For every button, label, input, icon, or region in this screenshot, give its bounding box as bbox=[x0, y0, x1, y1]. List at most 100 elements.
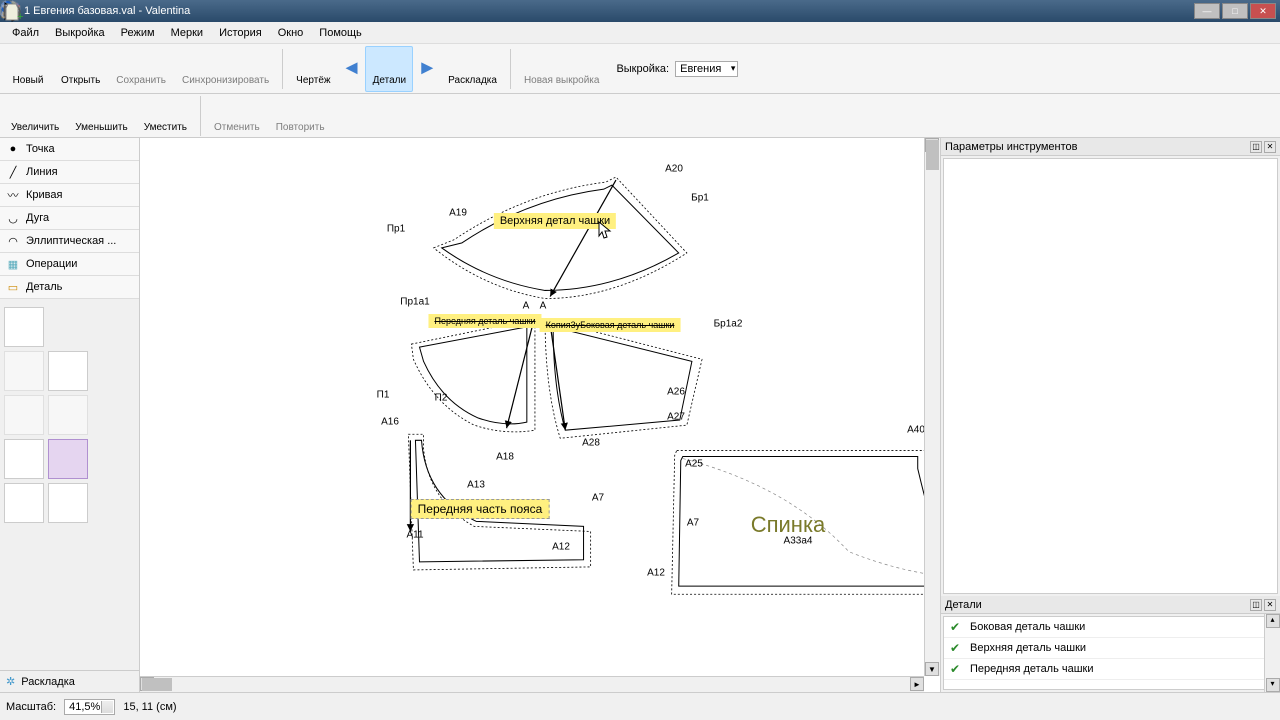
piece-label: Копия3уБоковая деталь чашки bbox=[540, 318, 681, 332]
point-label: A bbox=[523, 301, 530, 312]
point-label: A bbox=[540, 301, 547, 312]
point-label: A26 bbox=[667, 387, 685, 398]
tool-c[interactable] bbox=[4, 395, 44, 435]
point-label: Пр1а1 bbox=[400, 297, 429, 308]
point-label: A13 bbox=[467, 480, 485, 491]
scale-spinner[interactable]: 41,5% bbox=[64, 699, 115, 715]
piece-label: Передняя часть пояса bbox=[411, 499, 550, 519]
menu-help[interactable]: Помощь bbox=[311, 25, 370, 41]
point-label: A7 bbox=[592, 493, 604, 504]
point-label: A12 bbox=[552, 542, 570, 553]
toolcat-line[interactable]: ╱Линия bbox=[0, 161, 139, 184]
detail-name: Верхняя деталь чашки bbox=[970, 642, 1086, 654]
detail-row[interactable]: ✔Боковая деталь чашки bbox=[944, 617, 1264, 638]
toolcat-curve[interactable]: 〰Кривая bbox=[0, 184, 139, 207]
point-label: A11 bbox=[406, 530, 423, 541]
window-title: 1 Евгения базовая.val - Valentina bbox=[24, 5, 1192, 17]
titlebar: 1 Евгения базовая.val - Valentina — □ ✕ bbox=[0, 0, 1280, 22]
toolcat-arc[interactable]: ◡Дуга bbox=[0, 207, 139, 230]
details-scrollbar[interactable]: ▴▾ bbox=[1264, 614, 1280, 692]
menubar: Файл Выкройка Режим Мерки История Окно П… bbox=[0, 22, 1280, 44]
menu-file[interactable]: Файл bbox=[4, 25, 47, 41]
point-label: A12 bbox=[647, 568, 665, 579]
toolcat-point[interactable]: ●Точка bbox=[0, 138, 139, 161]
draw-mode-button[interactable]: Чертёж bbox=[289, 46, 337, 92]
point-label: A16 bbox=[381, 417, 399, 428]
prev-mode-arrow[interactable]: ◄ bbox=[340, 57, 364, 80]
tool-grid: + bbox=[0, 299, 139, 531]
details-mode-button[interactable]: Детали bbox=[365, 46, 413, 92]
undo-button[interactable]: Отменить bbox=[207, 93, 267, 139]
menu-measurements[interactable]: Мерки bbox=[163, 25, 211, 41]
toolcat-ellipse[interactable]: ◠Эллиптическая ... bbox=[0, 230, 139, 253]
tool-pointer[interactable] bbox=[4, 307, 44, 347]
menu-mode[interactable]: Режим bbox=[113, 25, 163, 41]
close-button[interactable]: ✕ bbox=[1250, 3, 1276, 19]
menu-window[interactable]: Окно bbox=[270, 25, 312, 41]
ops-icon: ▦ bbox=[6, 257, 20, 271]
piece-label: Спинка bbox=[745, 510, 832, 540]
piece-label: Передняя деталь чашки bbox=[428, 314, 541, 328]
detail-row[interactable]: ✔ Верхняя деталь чашки bbox=[944, 638, 1264, 659]
check-icon: ✔ bbox=[950, 641, 964, 655]
zoom-toolbar: Увеличить Уменьшить Уместить Отменить По… bbox=[0, 94, 1280, 138]
tools-panel: ●Точка ╱Линия 〰Кривая ◡Дуга ◠Эллиптическ… bbox=[0, 138, 140, 692]
details-detach-button[interactable]: ◫ bbox=[1250, 599, 1262, 611]
save-button[interactable]: Сохранить bbox=[109, 46, 173, 92]
zoom-in-button[interactable]: Увеличить bbox=[4, 93, 66, 139]
horizontal-scrollbar[interactable]: ◄► bbox=[140, 676, 924, 692]
details-list[interactable]: ✔Боковая деталь чашки ✔ Верхняя деталь чаш… bbox=[943, 616, 1264, 690]
toolcat-ops[interactable]: ▦Операции bbox=[0, 253, 139, 276]
right-panel: Параметры инструментов ◫ ✕ Детали ◫ ✕ ✔Б… bbox=[940, 138, 1280, 692]
arc-icon: ◡ bbox=[6, 211, 20, 225]
layout-mode-button[interactable]: Раскладка bbox=[441, 46, 504, 92]
point-label: Бр1а2 bbox=[714, 319, 743, 330]
vertical-scrollbar[interactable]: ▲▼ bbox=[924, 138, 940, 676]
piece-label: Верхняя детал чашки bbox=[494, 213, 616, 229]
params-close-button[interactable]: ✕ bbox=[1264, 141, 1276, 153]
point-label: A19 bbox=[449, 208, 467, 219]
point-label: A18 bbox=[496, 452, 514, 463]
point-label: A27 bbox=[667, 412, 685, 423]
pattern-dropdown-label: Выкройка: bbox=[616, 63, 669, 75]
params-detach-button[interactable]: ◫ bbox=[1250, 141, 1262, 153]
tool-a[interactable] bbox=[4, 351, 44, 391]
layout-row[interactable]: ✲Раскладка bbox=[0, 670, 139, 692]
menu-history[interactable]: История bbox=[211, 25, 270, 41]
tool-h[interactable]: + bbox=[48, 483, 88, 523]
details-close-button[interactable]: ✕ bbox=[1264, 599, 1276, 611]
point-label: A25 bbox=[685, 459, 703, 470]
toolcat-detail[interactable]: ▭Деталь bbox=[0, 276, 139, 299]
new-button[interactable]: Новый bbox=[4, 46, 52, 92]
detail-name: Передняя деталь чашки bbox=[970, 663, 1094, 675]
tool-f[interactable] bbox=[48, 439, 88, 479]
statusbar: Масштаб: 41,5% 15, 11 (см) bbox=[0, 692, 1280, 720]
canvas-area[interactable]: A20Бр1A19Пр1Пр1а1AAБр1а2П1П2A26A16A27A40… bbox=[140, 138, 940, 692]
redo-button[interactable]: Повторить bbox=[269, 93, 332, 139]
point-label: П1 bbox=[377, 390, 390, 401]
menu-pattern[interactable]: Выкройка bbox=[47, 25, 113, 41]
point-label: A7 bbox=[687, 518, 699, 529]
next-mode-arrow[interactable]: ► bbox=[415, 57, 439, 80]
main-toolbar: Новый Открыть Сохранить Синхронизировать… bbox=[0, 44, 1280, 94]
detail-name: Боковая деталь чашки bbox=[970, 621, 1085, 633]
point-label: A28 bbox=[582, 438, 600, 449]
zoom-out-button[interactable]: Уменьшить bbox=[68, 93, 134, 139]
tool-d[interactable] bbox=[48, 395, 88, 435]
point-label: Пр1 bbox=[387, 224, 405, 235]
pattern-dropdown[interactable]: Евгения bbox=[675, 61, 738, 77]
minimize-button[interactable]: — bbox=[1194, 3, 1220, 19]
sync-button[interactable]: Синхронизировать bbox=[175, 46, 276, 92]
zoom-fit-button[interactable]: Уместить bbox=[137, 93, 194, 139]
tool-b[interactable] bbox=[48, 351, 88, 391]
tool-g[interactable] bbox=[4, 483, 44, 523]
open-button[interactable]: Открыть bbox=[54, 46, 107, 92]
new-pattern-button[interactable]: Новая выкройка bbox=[517, 46, 606, 92]
tool-e[interactable] bbox=[4, 439, 44, 479]
curve-icon: 〰 bbox=[6, 188, 20, 202]
detail-row[interactable]: ✔Передняя деталь чашки bbox=[944, 659, 1264, 680]
ellipse-icon: ◠ bbox=[6, 234, 20, 248]
maximize-button[interactable]: □ bbox=[1222, 3, 1248, 19]
params-panel-header: Параметры инструментов ◫ ✕ bbox=[941, 138, 1280, 156]
coords-label: 15, 11 (см) bbox=[123, 701, 176, 713]
